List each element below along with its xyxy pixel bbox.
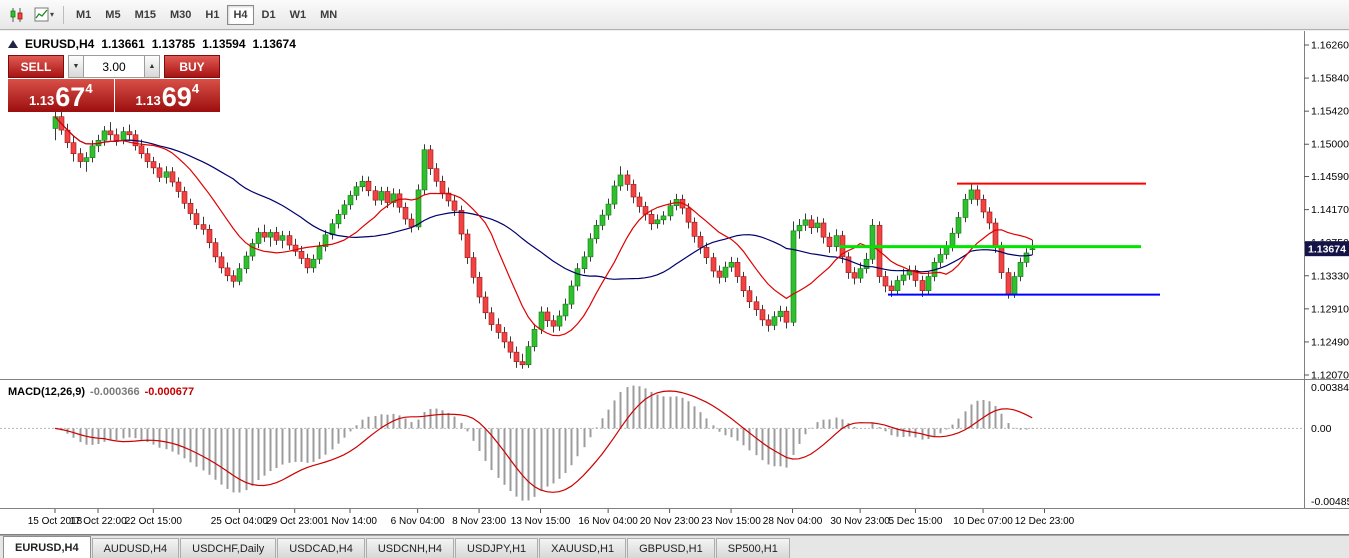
svg-text:0.00: 0.00 (1311, 423, 1332, 435)
buy-price-big: 69 (161, 82, 192, 113)
buy-price-prefix: 1.13 (135, 93, 161, 109)
chart-tab-usdchf-daily[interactable]: USDCHF,Daily (180, 538, 277, 558)
timeframe-button-m5[interactable]: M5 (105, 8, 121, 21)
svg-text:28 Nov 04:00: 28 Nov 04:00 (763, 516, 823, 527)
chart-tab-audusd-h4[interactable]: AUDUSD,H4 (91, 538, 180, 558)
chart-tab-xauusd-h1[interactable]: XAUUSD,H1 (539, 538, 627, 558)
volume-input[interactable] (84, 55, 144, 78)
svg-text:0.003847: 0.003847 (1311, 382, 1349, 394)
sell-button[interactable]: SELL (8, 55, 64, 78)
chart-tab-usdjpy-h1[interactable]: USDJPY,H1 (455, 538, 539, 558)
slow-ma-line (54, 116, 1033, 280)
svg-text:1.15420: 1.15420 (1311, 106, 1349, 118)
macd-name: MACD(12,26,9) (8, 386, 86, 398)
svg-text:1.12910: 1.12910 (1311, 303, 1349, 315)
timeframe-button-mn[interactable]: MN (320, 8, 338, 21)
svg-text:16 Nov 04:00: 16 Nov 04:00 (578, 516, 638, 527)
time-axis (54, 509, 1046, 513)
chart-tabs-bar: EURUSD,H4 AUDUSD,H4 USDCHF,Daily USDCAD,H4 U… (0, 535, 1349, 558)
candlestick-chart-glyph (10, 7, 23, 22)
top-toolbar: ▾ M1 M5 M15 M30 H1 H4 D1 W1 MN (0, 0, 1349, 30)
svg-text:12 Dec 23:00: 12 Dec 23:00 (1015, 516, 1075, 527)
chart-window[interactable]: 1.16260 1.15840 1.15420 1.15000 1.14590 1.141… (0, 31, 1349, 535)
candles-layer (52, 108, 1036, 369)
chart-header: EURUSD,H4 1.13661 1.13785 1.13594 1.1367… (8, 37, 296, 51)
current-price-badge (1305, 241, 1349, 257)
svg-text:13 Nov 15:00: 13 Nov 15:00 (511, 516, 571, 527)
ohlc-close: 1.13674 (252, 37, 296, 51)
timeframe-button-d1[interactable]: D1 (261, 8, 276, 21)
chart-tab-gbpusd-h1[interactable]: GBPUSD,H1 (627, 538, 715, 558)
svg-text:6 Nov 04:00: 6 Nov 04:00 (391, 516, 445, 527)
chart-tab-usdcad-h4[interactable]: USDCAD,H4 (277, 538, 365, 558)
svg-text:29 Oct 23:00: 29 Oct 23:00 (266, 516, 324, 527)
macd-signal-line (54, 390, 1033, 493)
price-axis (1304, 44, 1309, 376)
chart-tab-usdcnh-h4[interactable]: USDCNH,H4 (365, 538, 455, 558)
svg-text:1.12490: 1.12490 (1311, 336, 1349, 348)
toolbar-separator (63, 5, 64, 24)
svg-text:25 Oct 04:00: 25 Oct 04:00 (211, 516, 269, 527)
timeframe-button-w1[interactable]: W1 (289, 8, 307, 21)
timeframe-button-h4[interactable]: H4 (227, 4, 254, 25)
ohlc-high: 1.13785 (151, 37, 196, 51)
dropdown-arrow-icon[interactable]: ▾ (49, 10, 54, 19)
svg-text:1.13330: 1.13330 (1311, 270, 1349, 282)
sell-price-sup: 4 (85, 81, 93, 96)
trade-controls-row: SELL ▼ ▲ BUY (8, 55, 220, 78)
price-chart-canvas[interactable]: 1.16260 1.15840 1.15420 1.15000 1.14590 1.141… (0, 31, 1349, 534)
svg-text:10 Dec 07:00: 10 Dec 07:00 (953, 516, 1013, 527)
chart-tab-sp500-h1[interactable]: SP500,H1 (715, 538, 790, 558)
macd-main-value: -0.000366 (90, 386, 140, 398)
trade-prices-row: 1.13 67 4 1.13 69 4 (8, 79, 220, 112)
macd-histogram (60, 385, 1034, 501)
svg-text:-0.004856: -0.004856 (1311, 496, 1349, 508)
svg-text:1.14170: 1.14170 (1311, 204, 1349, 216)
timeframe-button-m1[interactable]: M1 (76, 8, 92, 21)
sell-price-prefix: 1.13 (28, 93, 55, 109)
chart-settings-icon[interactable]: ▾ (31, 4, 57, 26)
svg-text:1.12070: 1.12070 (1311, 370, 1349, 382)
sell-price-big: 67 (55, 82, 86, 113)
timeframe-button-m30[interactable]: M30 (169, 8, 192, 21)
svg-text:1.14590: 1.14590 (1311, 171, 1349, 183)
svg-text:5 Dec 15:00: 5 Dec 15:00 (888, 516, 942, 527)
timeframe-button-m15[interactable]: M15 (134, 8, 156, 21)
macd-indicator-label: MACD(12,26,9) -0.000366 -0.000677 (8, 386, 194, 398)
volume-decrease-button[interactable]: ▼ (68, 55, 84, 78)
svg-text:1.15000: 1.15000 (1311, 139, 1349, 151)
svg-text:1.13674: 1.13674 (1308, 243, 1346, 255)
macd-signal-value: -0.000677 (144, 386, 195, 398)
svg-text:1 Nov 14:00: 1 Nov 14:00 (323, 516, 377, 527)
chart-tab-eurusd-h4[interactable]: EURUSD,H4 (3, 536, 91, 558)
svg-text:30 Nov 23:00: 30 Nov 23:00 (830, 516, 890, 527)
buy-price-panel[interactable]: 1.13 69 4 (114, 79, 220, 113)
chart-symbol-label: EURUSD,H4 (25, 37, 95, 51)
buy-button[interactable]: BUY (164, 55, 220, 78)
svg-text:22 Oct 15:00: 22 Oct 15:00 (125, 516, 183, 527)
svg-text:1.16260: 1.16260 (1311, 40, 1349, 52)
timeframe-button-group: M1 M5 M15 M30 H1 H4 D1 W1 MN (69, 4, 344, 25)
candlestick-chart-icon[interactable] (4, 4, 30, 26)
chart-settings-glyph (34, 7, 49, 22)
svg-text:8 Nov 23:00: 8 Nov 23:00 (452, 516, 506, 527)
one-click-trading-panel: SELL ▼ ▲ BUY 1.13 67 4 1.13 69 4 (8, 55, 220, 112)
svg-text:1.15840: 1.15840 (1311, 73, 1349, 85)
timeframe-button-h1[interactable]: H1 (205, 8, 220, 21)
svg-text:15 Oct 2018: 15 Oct 2018 (28, 516, 83, 527)
volume-increase-button[interactable]: ▲ (144, 55, 160, 78)
ohlc-open: 1.13661 (101, 37, 145, 51)
svg-text:23 Nov 15:00: 23 Nov 15:00 (701, 516, 761, 527)
sell-price-panel[interactable]: 1.13 67 4 (8, 79, 114, 112)
svg-text:17 Oct 22:00: 17 Oct 22:00 (69, 516, 127, 527)
chart-icon (8, 40, 18, 48)
ohlc-low: 1.13594 (202, 37, 246, 51)
buy-price-sup: 4 (191, 81, 200, 96)
svg-text:20 Nov 23:00: 20 Nov 23:00 (640, 516, 700, 527)
